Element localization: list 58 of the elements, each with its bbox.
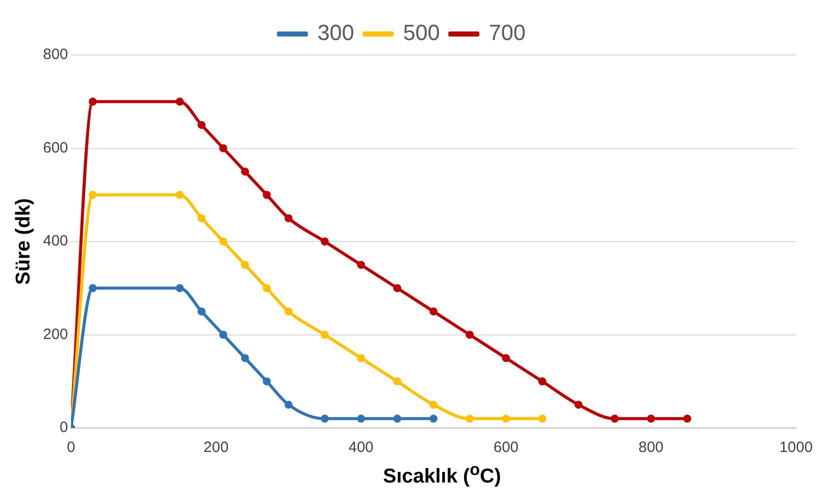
- y-tick-label: 600: [42, 139, 68, 156]
- point: [357, 260, 366, 269]
- point: [574, 400, 583, 409]
- point: [88, 98, 97, 106]
- y-tick-label: 200: [42, 326, 68, 343]
- y-tick-label: 400: [42, 232, 68, 250]
- point: [357, 414, 366, 423]
- point: [284, 214, 293, 222]
- point: [320, 414, 329, 423]
- y-axis-title: Süre (dk): [12, 198, 35, 285]
- point: [393, 414, 402, 423]
- point: [198, 120, 206, 129]
- point: [502, 354, 510, 362]
- point: [198, 214, 206, 222]
- point: [610, 414, 619, 423]
- point: [219, 144, 228, 152]
- point: [357, 354, 366, 362]
- y-tick-label: 0: [60, 419, 68, 436]
- legend-label: 700: [488, 20, 526, 46]
- point: [502, 414, 510, 423]
- y-tick-label: 800: [42, 46, 68, 64]
- x-tick-label: 600: [493, 439, 519, 456]
- point: [683, 414, 692, 423]
- point: [262, 377, 271, 386]
- point: [466, 330, 474, 339]
- point: [466, 414, 474, 423]
- legend-label: 500: [403, 20, 440, 46]
- point: [262, 284, 271, 292]
- point: [430, 400, 438, 409]
- point: [219, 238, 228, 246]
- point: [219, 330, 228, 339]
- point: [176, 190, 184, 199]
- point: [284, 400, 293, 409]
- point: [284, 307, 293, 316]
- x-tick-label: 200: [204, 439, 229, 456]
- point: [262, 190, 271, 199]
- point: [393, 284, 402, 292]
- point: [176, 284, 184, 292]
- point: [198, 307, 206, 316]
- x-tick-label: 800: [638, 439, 664, 456]
- x-tick-label: 1000: [779, 439, 813, 456]
- x-tick-label: 400: [348, 439, 374, 456]
- point: [176, 98, 184, 106]
- point: [241, 354, 250, 362]
- point: [538, 377, 546, 386]
- point: [320, 238, 329, 246]
- point: [88, 190, 97, 199]
- point: [538, 414, 546, 423]
- legend-label: 300: [317, 20, 354, 46]
- x-axis-title: Sıcaklık ($^{o}$C): [382, 460, 502, 489]
- point: [241, 168, 250, 176]
- point: [647, 414, 656, 423]
- point: [430, 307, 438, 316]
- point: [430, 414, 438, 423]
- point: [88, 284, 97, 292]
- point: [393, 377, 402, 386]
- point: [320, 330, 329, 339]
- point: [241, 260, 250, 269]
